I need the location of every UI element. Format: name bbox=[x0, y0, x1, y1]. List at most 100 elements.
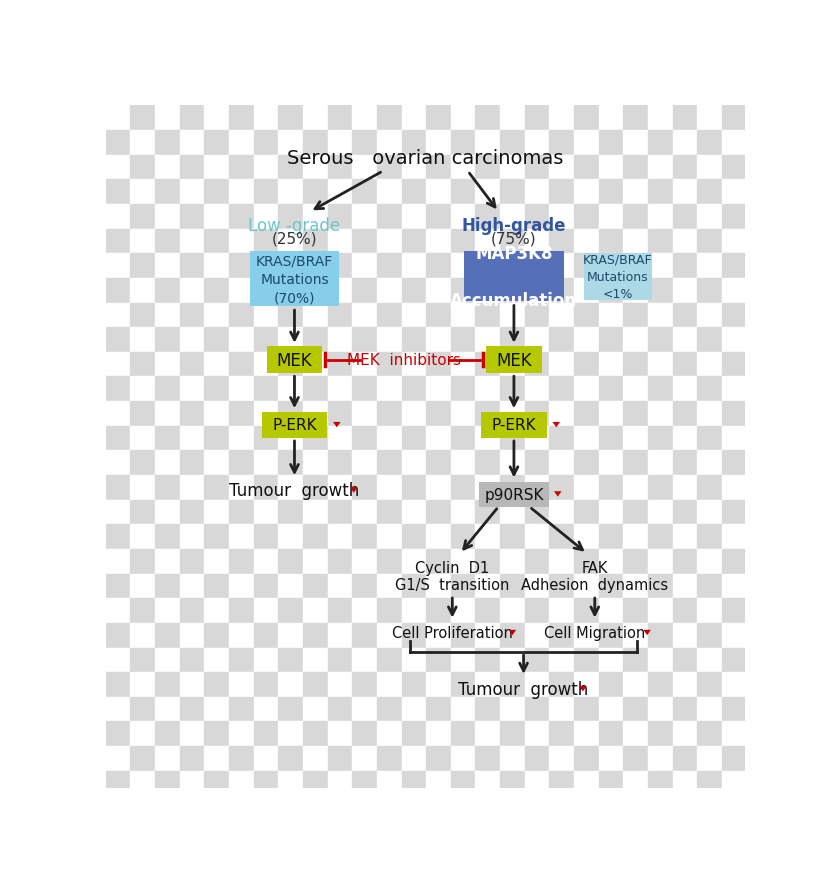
Bar bbox=[352, 623, 377, 648]
Bar bbox=[204, 697, 229, 721]
Bar bbox=[155, 771, 180, 796]
Bar bbox=[722, 549, 746, 574]
Bar bbox=[377, 377, 402, 401]
Bar bbox=[180, 278, 204, 303]
Bar bbox=[229, 106, 254, 131]
Bar bbox=[254, 156, 278, 180]
Bar bbox=[254, 500, 278, 525]
Bar bbox=[697, 721, 722, 746]
Bar bbox=[451, 697, 476, 721]
Bar bbox=[254, 328, 278, 353]
Bar bbox=[229, 697, 254, 721]
Bar bbox=[180, 377, 204, 401]
Bar bbox=[130, 451, 155, 476]
Bar bbox=[377, 697, 402, 721]
Bar bbox=[328, 574, 352, 599]
Bar bbox=[598, 328, 623, 353]
Bar bbox=[500, 672, 525, 697]
Bar bbox=[229, 353, 254, 377]
Bar bbox=[672, 353, 697, 377]
Bar bbox=[106, 131, 130, 156]
Bar bbox=[623, 771, 648, 796]
Bar bbox=[254, 648, 278, 672]
Bar bbox=[328, 451, 352, 476]
Text: KRAS/BRAF
Mutations
(70%): KRAS/BRAF Mutations (70%) bbox=[256, 254, 333, 305]
Bar bbox=[451, 229, 476, 254]
Bar bbox=[130, 278, 155, 303]
Bar bbox=[623, 599, 648, 623]
Bar bbox=[303, 697, 328, 721]
Bar bbox=[623, 574, 648, 599]
Bar bbox=[328, 623, 352, 648]
FancyBboxPatch shape bbox=[479, 482, 549, 508]
Bar bbox=[377, 254, 402, 278]
Bar bbox=[229, 771, 254, 796]
Bar bbox=[204, 205, 229, 229]
Bar bbox=[155, 180, 180, 205]
Bar bbox=[278, 377, 303, 401]
Bar bbox=[352, 401, 377, 426]
Bar bbox=[254, 796, 278, 820]
Bar bbox=[229, 180, 254, 205]
Bar bbox=[549, 254, 574, 278]
Bar bbox=[130, 131, 155, 156]
Bar bbox=[697, 377, 722, 401]
Bar bbox=[623, 525, 648, 549]
Bar bbox=[426, 771, 451, 796]
Text: MEK  inhibitors: MEK inhibitors bbox=[347, 353, 461, 368]
Bar bbox=[204, 303, 229, 328]
Bar bbox=[402, 131, 426, 156]
Bar bbox=[229, 426, 254, 451]
Bar bbox=[746, 328, 771, 353]
Bar bbox=[648, 229, 672, 254]
Bar bbox=[648, 672, 672, 697]
Bar bbox=[476, 746, 500, 771]
Text: FAK: FAK bbox=[582, 560, 608, 575]
Bar bbox=[697, 648, 722, 672]
Bar bbox=[402, 328, 426, 353]
Bar bbox=[451, 451, 476, 476]
Bar bbox=[525, 771, 549, 796]
Bar bbox=[451, 746, 476, 771]
Bar bbox=[648, 353, 672, 377]
Bar bbox=[426, 106, 451, 131]
Bar bbox=[229, 303, 254, 328]
Bar bbox=[574, 328, 598, 353]
Bar bbox=[402, 401, 426, 426]
Bar bbox=[130, 697, 155, 721]
FancyBboxPatch shape bbox=[250, 252, 339, 307]
Bar bbox=[377, 549, 402, 574]
Bar bbox=[697, 549, 722, 574]
Bar bbox=[328, 549, 352, 574]
Bar bbox=[426, 426, 451, 451]
Bar bbox=[204, 451, 229, 476]
Bar bbox=[180, 328, 204, 353]
Bar bbox=[598, 500, 623, 525]
Bar bbox=[377, 476, 402, 500]
Bar bbox=[204, 796, 229, 820]
Bar bbox=[426, 156, 451, 180]
Bar bbox=[155, 721, 180, 746]
Bar bbox=[303, 746, 328, 771]
Bar bbox=[623, 254, 648, 278]
Bar bbox=[549, 205, 574, 229]
Bar bbox=[672, 672, 697, 697]
Text: Cell Migration: Cell Migration bbox=[544, 626, 646, 641]
Bar bbox=[352, 500, 377, 525]
Bar bbox=[328, 106, 352, 131]
Bar bbox=[130, 672, 155, 697]
Bar bbox=[130, 796, 155, 820]
Bar bbox=[180, 476, 204, 500]
Bar bbox=[648, 599, 672, 623]
Bar bbox=[328, 500, 352, 525]
Bar bbox=[648, 303, 672, 328]
Bar bbox=[254, 426, 278, 451]
Bar bbox=[352, 377, 377, 401]
Bar bbox=[648, 771, 672, 796]
Polygon shape bbox=[579, 687, 587, 692]
Bar bbox=[402, 254, 426, 278]
Bar bbox=[278, 574, 303, 599]
Bar bbox=[525, 377, 549, 401]
Bar bbox=[352, 106, 377, 131]
Bar bbox=[549, 796, 574, 820]
